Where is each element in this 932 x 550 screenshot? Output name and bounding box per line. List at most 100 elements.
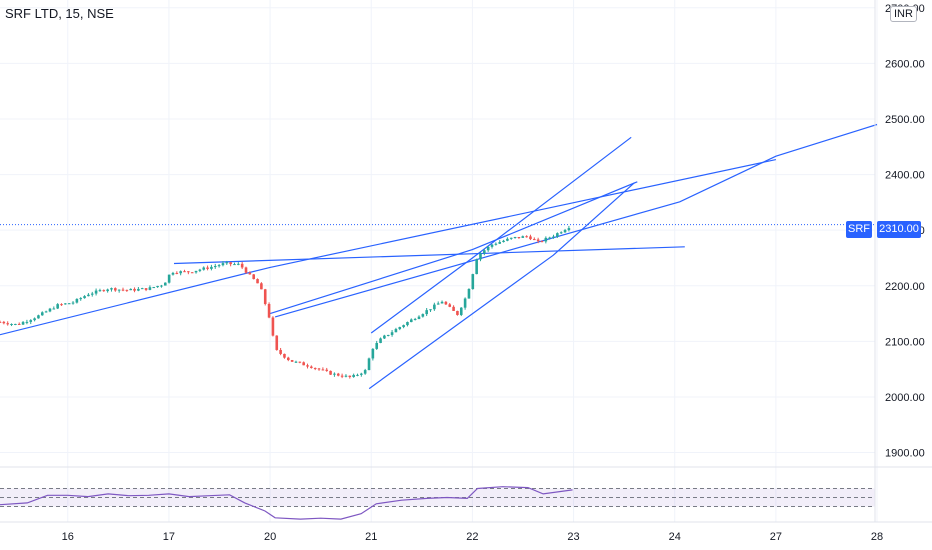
candle-body bbox=[267, 303, 271, 318]
candle-body bbox=[544, 237, 548, 242]
candle-body bbox=[463, 298, 467, 308]
candle-body bbox=[448, 304, 452, 307]
candle-body bbox=[52, 308, 56, 310]
candle-body bbox=[2, 321, 6, 324]
time-tick-label: 24 bbox=[669, 531, 681, 543]
candle-body bbox=[367, 358, 371, 371]
candle-body bbox=[298, 361, 302, 363]
candle-body bbox=[529, 236, 532, 240]
time-axis[interactable]: 16 17 20 21 22 23 24 27 28 bbox=[62, 531, 883, 543]
candle-body bbox=[217, 265, 221, 267]
candle-body bbox=[0, 321, 2, 323]
candle-body bbox=[144, 288, 148, 290]
candle-body bbox=[383, 335, 386, 339]
candle-body bbox=[321, 369, 325, 371]
candle-body bbox=[56, 304, 59, 309]
candle-body bbox=[356, 374, 359, 376]
candle-body bbox=[390, 332, 394, 335]
candle-body bbox=[552, 236, 555, 238]
candle-body bbox=[548, 237, 551, 239]
candle-body bbox=[306, 365, 309, 367]
candle-body bbox=[190, 272, 194, 274]
rsi-line[interactable] bbox=[0, 486, 573, 520]
candle-body bbox=[137, 288, 140, 291]
candle-body bbox=[433, 304, 436, 310]
trendline-lower-rising[interactable] bbox=[0, 159, 777, 336]
candles[interactable] bbox=[0, 225, 571, 379]
trendline-middle[interactable] bbox=[269, 181, 638, 315]
candle-body bbox=[563, 230, 567, 233]
candle-body bbox=[48, 308, 52, 312]
candle-body bbox=[21, 322, 25, 325]
candle-body bbox=[329, 370, 332, 375]
candle-body bbox=[509, 237, 513, 239]
candle-body bbox=[260, 283, 263, 290]
candle-body bbox=[98, 290, 102, 292]
candle-body bbox=[117, 289, 121, 291]
trendline-long-upper[interactable] bbox=[274, 123, 878, 318]
candle-body bbox=[502, 240, 505, 243]
candle-body bbox=[452, 306, 455, 311]
candle-body bbox=[483, 250, 486, 254]
candle-body bbox=[317, 368, 321, 370]
candle-body bbox=[436, 303, 440, 305]
time-tick-label: 21 bbox=[365, 531, 377, 543]
candle-body bbox=[271, 317, 275, 336]
candle-body bbox=[375, 342, 379, 349]
candle-body bbox=[536, 239, 540, 242]
candle-body bbox=[163, 282, 167, 286]
candle-body bbox=[114, 288, 117, 291]
candle-body bbox=[513, 236, 517, 238]
candle-body bbox=[494, 243, 498, 245]
trendlines[interactable] bbox=[0, 123, 878, 390]
candle-body bbox=[286, 357, 290, 361]
candle-body bbox=[540, 241, 544, 243]
candle-body bbox=[421, 314, 425, 317]
candle-body bbox=[275, 335, 279, 350]
candle-body bbox=[429, 309, 432, 311]
candle-body bbox=[440, 301, 444, 304]
candle-body bbox=[237, 263, 240, 265]
candle-body bbox=[210, 266, 213, 269]
price-tick-label: 2000.00 bbox=[885, 392, 925, 404]
rsi-pane[interactable] bbox=[0, 486, 875, 520]
candle-body bbox=[75, 298, 79, 303]
candle-body bbox=[410, 319, 413, 323]
candle-body bbox=[333, 373, 336, 375]
price-tick-label: 2400.00 bbox=[885, 170, 925, 182]
candle-body bbox=[17, 323, 21, 325]
candle-body bbox=[398, 327, 402, 330]
candle-body bbox=[244, 267, 248, 273]
candle-body bbox=[10, 324, 13, 326]
candle-body bbox=[213, 266, 217, 268]
candle-body bbox=[456, 310, 459, 315]
candle-body bbox=[425, 310, 428, 315]
candle-body bbox=[417, 316, 421, 319]
trendline-channel-upper[interactable] bbox=[370, 136, 632, 334]
candle-body bbox=[229, 262, 232, 265]
candle-body bbox=[263, 289, 267, 304]
candle-body bbox=[363, 370, 367, 374]
candle-body bbox=[394, 329, 398, 333]
time-tick-label: 16 bbox=[62, 531, 74, 543]
candle-body bbox=[156, 285, 159, 288]
candle-body bbox=[475, 259, 478, 275]
candle-body bbox=[233, 264, 236, 266]
candle-body bbox=[467, 289, 471, 299]
candle-body bbox=[198, 269, 202, 271]
candle-body bbox=[567, 228, 571, 231]
candle-body bbox=[171, 272, 175, 275]
candle-body bbox=[225, 262, 229, 264]
candle-body bbox=[129, 288, 132, 291]
trendline-flat-top[interactable] bbox=[173, 246, 685, 265]
candle-body bbox=[471, 274, 475, 290]
price-tick-label: 1900.00 bbox=[885, 448, 925, 460]
trendline-channel-lower[interactable] bbox=[368, 182, 635, 390]
candle-body bbox=[379, 338, 382, 343]
candle-body bbox=[352, 374, 355, 378]
candle-body bbox=[71, 302, 75, 304]
currency-badge[interactable]: INR bbox=[890, 6, 917, 22]
candle-body bbox=[402, 325, 405, 328]
time-tick-label: 28 bbox=[871, 531, 883, 543]
